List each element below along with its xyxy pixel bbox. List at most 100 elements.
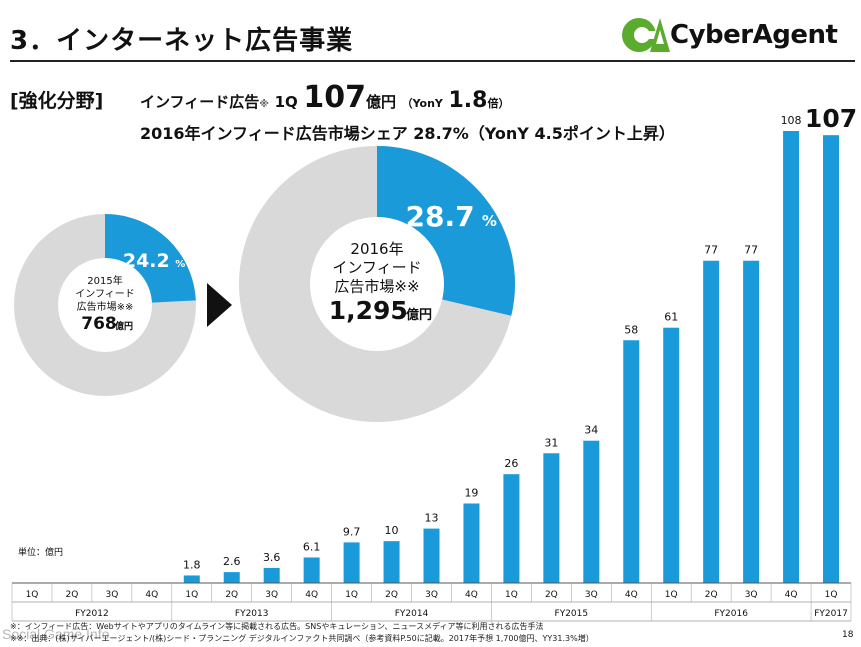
watermark: Social Game Info	[2, 626, 110, 642]
bar	[263, 567, 280, 583]
x-tick-label: 3Q	[585, 590, 598, 600]
bar-value-label: 58	[624, 323, 638, 336]
donut-center-label: 2016年	[350, 240, 403, 258]
donut-center-label: インフィード	[332, 259, 421, 277]
bar	[623, 340, 640, 583]
fiscal-year-label: FY2017	[814, 609, 848, 619]
bar	[503, 474, 520, 583]
share-increase-value: 4.5	[534, 124, 563, 143]
x-tick-label: 1Q	[505, 590, 518, 600]
bar-chart: 1.8 2.6 3.6 6.1 9.7 10 13 19 26 31 34 58 61 77 77 108 10…	[11, 104, 857, 622]
headline-line-2: 2016年インフィード広告市場シェア 28.7%（YonY 4.5ポイント上昇）	[140, 120, 675, 144]
bar-value-label: 10	[385, 524, 399, 537]
x-tick-label: 2Q	[66, 590, 79, 600]
page-title: 3．インターネット広告事業	[10, 26, 354, 56]
x-tick-label: 2Q	[385, 590, 398, 600]
bar	[543, 453, 560, 583]
bar-value-label: 77	[704, 244, 718, 257]
cyberagent-logo	[622, 18, 670, 52]
donut-share-pct: %	[482, 212, 497, 230]
bar	[823, 135, 840, 583]
footnote-1: ※：インフィード広告：Webサイトやアプリのタイムライン等に掲載される広告。SN…	[10, 622, 544, 631]
donut-share-label: 28.7	[406, 200, 475, 233]
page-number: 18	[842, 630, 854, 640]
bar-value-label: 19	[464, 486, 478, 499]
logo-text: CyberAgent	[670, 20, 838, 50]
donut-hole	[58, 258, 152, 352]
donut-center-label: インフィード	[75, 289, 135, 300]
x-tick-label: 4Q	[625, 590, 638, 600]
fiscal-year-label: FY2016	[714, 609, 748, 619]
ca-mark-icon	[622, 18, 670, 52]
donut-share-label: 24.2	[123, 250, 170, 272]
bar	[463, 503, 480, 583]
bar-value-label: 31	[544, 436, 558, 449]
bar	[183, 575, 200, 583]
arrow-right-icon	[207, 283, 232, 327]
x-tick-label: 4Q	[145, 590, 158, 600]
bar	[383, 541, 400, 583]
donut-center-label: 広告市場※※	[334, 278, 419, 296]
fiscal-year-label: FY2013	[235, 609, 269, 619]
donut-center-unit: 億円	[406, 307, 432, 323]
x-tick-label: 2Q	[545, 590, 558, 600]
bar	[423, 528, 440, 583]
x-tick-label: 2Q	[225, 590, 238, 600]
x-tick-label: 3Q	[265, 590, 278, 600]
headline-value: 107	[303, 80, 366, 115]
bar-value-label: 107	[805, 104, 857, 133]
infeed-label: インフィード広告	[140, 93, 260, 111]
bar	[783, 131, 800, 583]
footnote-2: ※※：出典：(株)サイバーエージェント/(株)シード・プランニング デジタルイン…	[10, 634, 594, 643]
note-mark: ※	[259, 99, 269, 110]
x-tick-label: 3Q	[425, 590, 438, 600]
x-tick-label: 4Q	[305, 590, 318, 600]
bar-value-label: 3.6	[263, 551, 281, 564]
yony-label: （YonY	[401, 97, 443, 110]
focus-area-label: [強化分野]	[10, 90, 104, 112]
bar	[343, 542, 360, 583]
yony-value: 1.8	[448, 88, 488, 113]
fiscal-year-label: FY2014	[395, 609, 429, 619]
share-text: 2016年インフィード広告市場シェア 28.7%（YonY	[140, 124, 529, 143]
x-tick-label: 1Q	[825, 590, 838, 600]
bar-value-label: 1.8	[183, 558, 201, 571]
bar	[663, 327, 680, 583]
fiscal-year-label: FY2012	[75, 609, 109, 619]
bar-value-label: 13	[425, 512, 439, 525]
donut-center-label: 2015年	[87, 274, 122, 287]
x-tick-label: 1Q	[185, 590, 198, 600]
donut-center-value: 768	[81, 314, 117, 334]
bar-value-label: 34	[584, 424, 598, 437]
x-tick-label: 3Q	[745, 590, 758, 600]
bar	[703, 260, 720, 583]
bar-value-label: 108	[781, 114, 802, 127]
quarter-label: 1Q	[274, 93, 298, 111]
x-tick-label: 3Q	[105, 590, 118, 600]
share-increase-suffix: ポイント上昇）	[562, 124, 675, 143]
x-tick-label: 1Q	[665, 590, 678, 600]
bar	[303, 557, 320, 583]
headline-unit: 億円	[365, 93, 396, 111]
donut-center-unit: 億円	[115, 320, 133, 332]
donut-center-value: 1,295	[329, 296, 408, 325]
donut-center-label: 広告市場※※	[77, 300, 134, 313]
x-tick-label: 1Q	[345, 590, 358, 600]
x-tick-label: 4Q	[465, 590, 478, 600]
bar	[223, 572, 240, 583]
bar	[583, 440, 600, 583]
bar-value-label: 61	[664, 311, 678, 324]
bar-value-label: 2.6	[223, 555, 241, 568]
bar-value-label: 9.7	[343, 525, 361, 538]
x-tick-label: 2Q	[705, 590, 718, 600]
donut-share-pct: %	[175, 259, 185, 270]
bar	[743, 260, 760, 583]
yony-suffix: 倍）	[487, 97, 510, 110]
headline-line-1: インフィード広告※ 1Q 107億円 （YonY 1.8倍）	[140, 80, 509, 115]
x-tick-label: 4Q	[785, 590, 798, 600]
bar-value-label: 26	[504, 457, 518, 470]
